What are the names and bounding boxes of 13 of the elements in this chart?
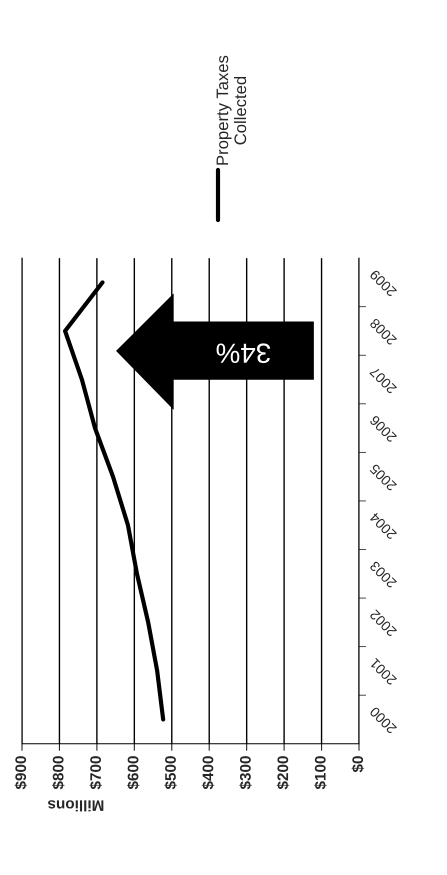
x-tick-label: $700 bbox=[90, 756, 102, 790]
x-tick-label: $400 bbox=[202, 756, 214, 790]
x-tick-label: $600 bbox=[126, 756, 140, 790]
x-tick-label: $500 bbox=[164, 756, 177, 790]
x-tick-label: $200 bbox=[276, 756, 290, 790]
x-tick-label: $900 bbox=[14, 756, 28, 790]
x-tick-label: $800 bbox=[52, 756, 65, 790]
x-tick-label: $100 bbox=[314, 756, 327, 790]
x-tick-label: $300 bbox=[239, 756, 252, 790]
annotation: 34% bbox=[216, 343, 270, 364]
text: Property Taxes Collected bbox=[216, 56, 246, 165]
x-tick-label: $0 bbox=[352, 756, 364, 772]
x-axis-title: Millions bbox=[48, 800, 104, 812]
